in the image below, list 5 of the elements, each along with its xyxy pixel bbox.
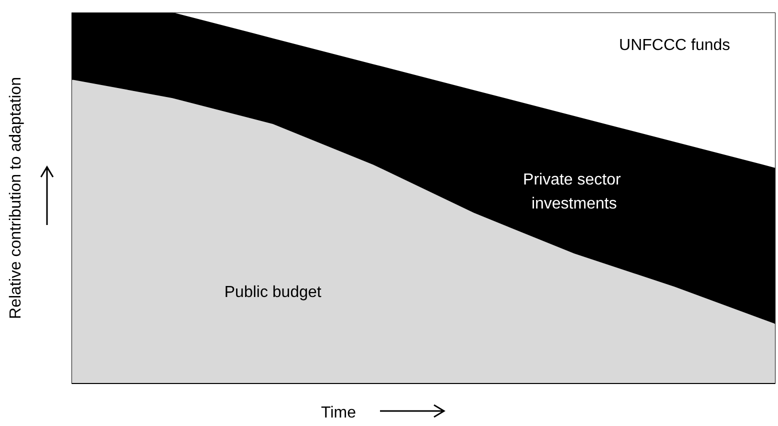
y-axis-title: Relative contribution to adaptation [8, 77, 24, 319]
x-axis-title: Time [321, 404, 356, 422]
series-label: UNFCCC funds [619, 36, 730, 54]
series-label: Private sector investments [523, 171, 626, 212]
series-label: Public budget [224, 284, 322, 301]
